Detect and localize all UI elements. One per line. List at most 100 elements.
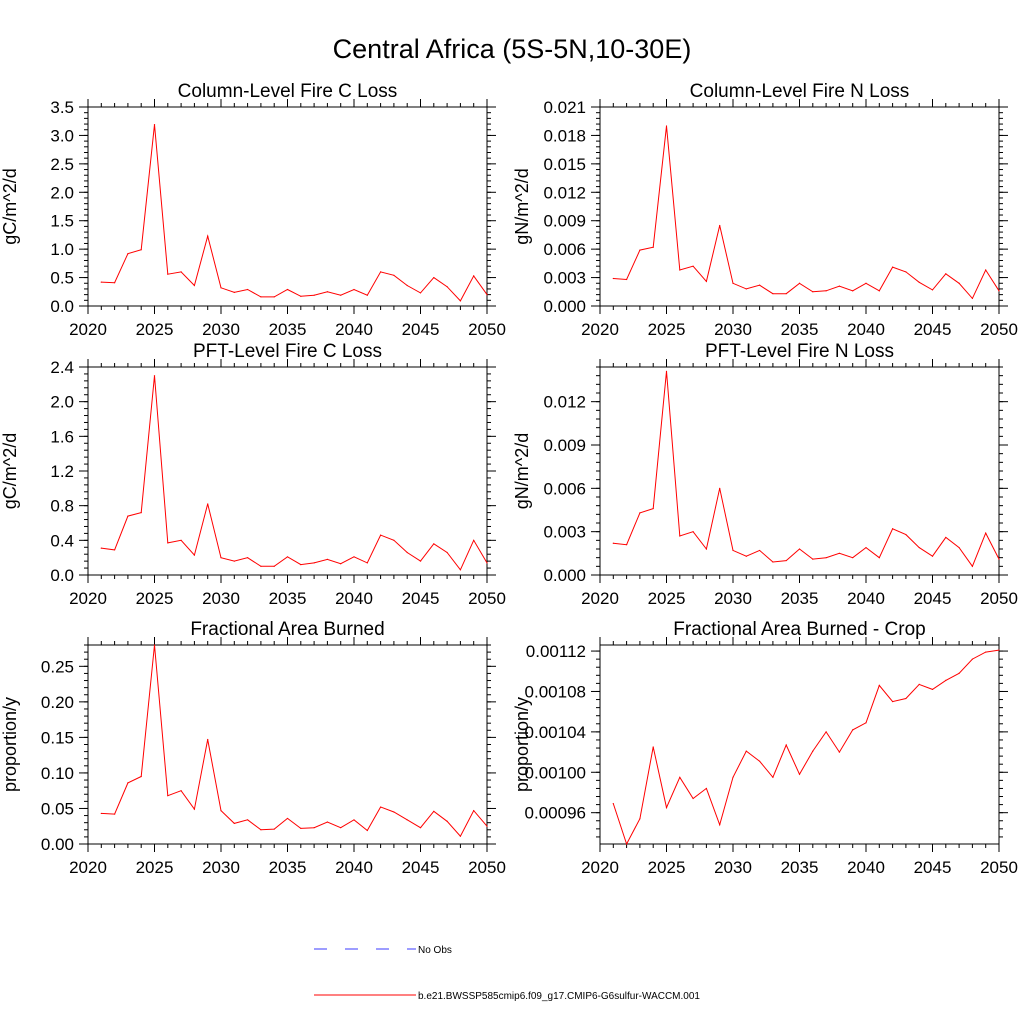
data-point: [114, 549, 116, 551]
x-tick-label: 2020: [581, 589, 619, 608]
data-point: [313, 562, 315, 564]
y-tick-label: 0.25: [41, 657, 74, 676]
x-tick-label: 2050: [980, 320, 1018, 339]
data-point: [313, 827, 315, 829]
data-point: [626, 843, 628, 845]
series-line: [612, 649, 1000, 846]
data-point: [286, 817, 289, 820]
data-point: [300, 564, 302, 566]
chart-panel: Fractional Area Burned 2020 2025 2030 2035 20…: [0, 619, 506, 877]
data-point: [406, 284, 408, 287]
data-point: [692, 797, 694, 800]
data-point: [852, 729, 854, 731]
y-axis-label: proportion/y: [0, 697, 20, 792]
x-tick-label: 2020: [69, 589, 107, 608]
data-point: [732, 549, 734, 552]
data-point: [167, 273, 169, 275]
data-point: [958, 546, 960, 549]
x-tick-label: 2025: [648, 589, 686, 608]
x-tick-label: 2035: [781, 858, 819, 877]
data-point: [931, 289, 934, 291]
data-point: [732, 282, 734, 284]
data-point: [486, 825, 488, 827]
data-point: [892, 700, 894, 703]
data-point: [838, 285, 841, 287]
data-point: [473, 539, 475, 541]
data-point: [812, 291, 814, 293]
data-point: [772, 776, 774, 778]
data-point: [406, 551, 408, 554]
data-point: [153, 644, 156, 646]
data-point: [273, 565, 275, 567]
data-point: [326, 558, 328, 561]
x-tick-label: 2045: [914, 589, 952, 608]
data-point: [905, 271, 907, 273]
data-point: [971, 658, 974, 660]
data-point: [419, 292, 422, 294]
data-point: [140, 511, 142, 514]
data-point: [326, 821, 328, 823]
series-line: [613, 125, 1000, 300]
data-point: [340, 827, 342, 829]
data-point: [153, 124, 156, 126]
data-point: [380, 534, 382, 536]
data-point: [207, 738, 209, 741]
data-point: [772, 561, 774, 563]
data-point: [732, 776, 734, 778]
data-point: [639, 512, 641, 514]
series-line: [101, 644, 488, 838]
chart-title: PFT-Level Fire C Loss: [193, 341, 382, 362]
data-point: [220, 557, 222, 559]
x-tick-label: 2035: [269, 320, 307, 339]
data-point: [785, 559, 787, 562]
data-point: [233, 560, 235, 562]
x-tick-label: 2045: [914, 320, 952, 339]
data-point: [612, 802, 614, 805]
x-tick-label: 2020: [69, 320, 107, 339]
data-point: [473, 275, 475, 277]
data-point: [825, 731, 827, 733]
y-tick-label: 0.10: [41, 764, 74, 783]
chart-title: Column-Level Fire N Loss: [690, 81, 910, 102]
data-point: [612, 542, 614, 544]
data-point: [878, 290, 880, 292]
plot-frame: [87, 644, 488, 845]
data-point: [180, 790, 182, 792]
data-point: [626, 544, 628, 546]
y-tick-label: 1.6: [50, 427, 74, 446]
data-point: [340, 563, 342, 565]
figure-title: Central Africa (5S-5N,10-30E): [333, 34, 692, 64]
y-tick-label: 0.000: [543, 297, 586, 316]
y-tick-label: 3.0: [50, 126, 74, 145]
y-tick-label: 1.0: [50, 240, 74, 259]
data-point: [393, 539, 395, 541]
data-point: [140, 249, 142, 251]
data-point: [233, 291, 235, 293]
data-point: [393, 811, 395, 813]
y-tick-label: 0.009: [543, 212, 586, 231]
data-point: [825, 290, 827, 292]
x-tick-label: 2030: [202, 858, 240, 877]
data-point: [100, 547, 102, 549]
y-tick-label: 2.0: [50, 393, 74, 412]
data-point: [745, 750, 747, 752]
data-point: [639, 818, 641, 820]
data-point: [892, 528, 894, 530]
data-point: [626, 278, 628, 281]
data-point: [759, 284, 761, 286]
data-point: [971, 565, 974, 567]
y-tick-label: 0.00: [41, 835, 74, 854]
legend: No Obs b.e21.BWSSP585cmip6.f09_g17.CMIP6…: [314, 945, 700, 1002]
chart-panel: Column-Level Fire N Loss 2020 2025 2030 2035…: [512, 81, 1018, 339]
data-point: [652, 746, 654, 748]
plot-frame: [87, 106, 488, 307]
plot-frame: [599, 366, 1000, 576]
x-tick-label: 2020: [581, 320, 619, 339]
y-tick-label: 0.5: [50, 269, 74, 288]
x-tick-label: 2030: [714, 858, 752, 877]
legend-model-label: b.e21.BWSSP585cmip6.f09_g17.CMIP6-G6sulf…: [418, 991, 700, 1002]
x-tick-label: 2040: [335, 589, 373, 608]
y-tick-label: 2.4: [50, 358, 74, 377]
data-point: [300, 295, 302, 297]
